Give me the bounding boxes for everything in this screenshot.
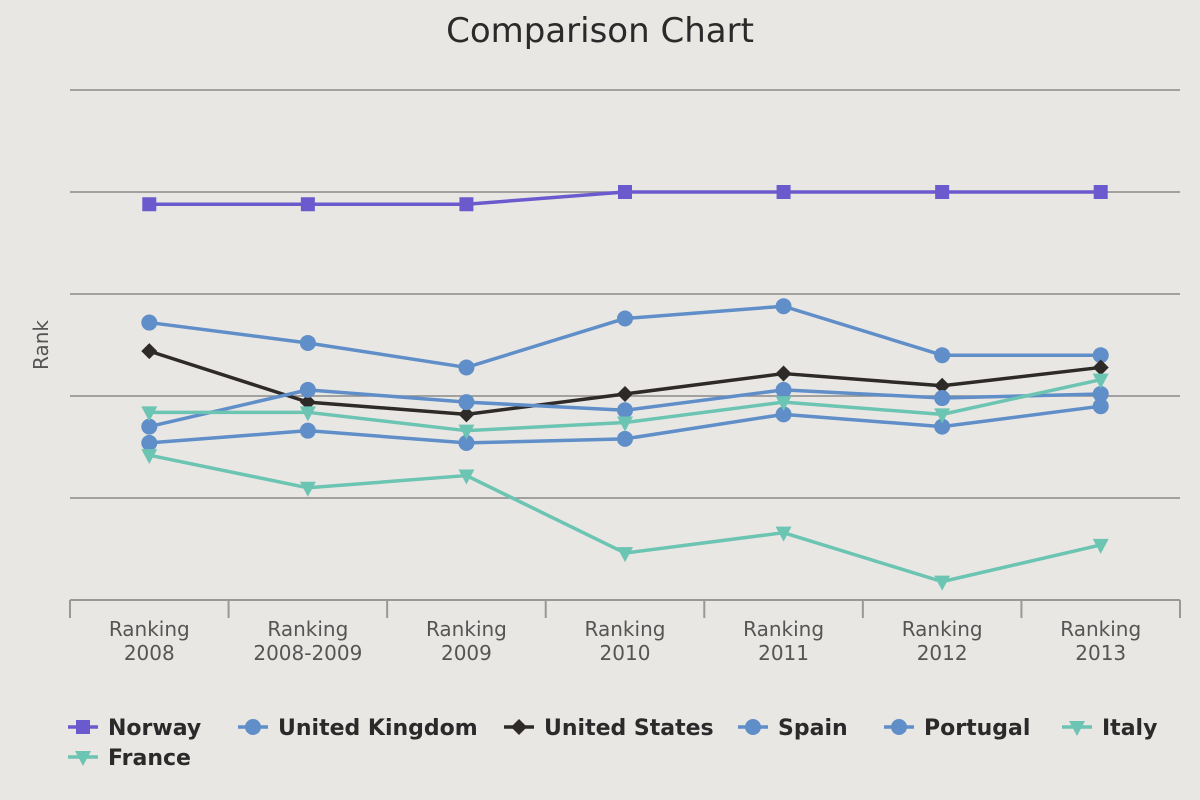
series-france <box>141 449 1109 591</box>
legend-label: Spain <box>778 716 848 741</box>
portugal-point <box>299 422 316 439</box>
legend-marker <box>1069 721 1085 736</box>
united-kingdom-point <box>617 310 633 327</box>
x-tick-label: Ranking 2010 <box>585 617 666 665</box>
spain-point <box>617 402 633 419</box>
legend-label: United States <box>544 716 714 741</box>
series-spain <box>141 381 1109 435</box>
legend-item-portugal: Portugal <box>884 716 1030 741</box>
portugal-point <box>775 406 792 423</box>
x-tick-label: Ranking 2013 <box>1060 617 1141 665</box>
legend-label: France <box>108 746 191 771</box>
legend-marker <box>75 751 91 766</box>
series-united-states <box>141 343 1109 423</box>
legend-marker <box>245 719 261 735</box>
norway-point <box>776 185 791 199</box>
legend-marker <box>745 719 761 735</box>
legend-marker <box>511 719 527 735</box>
france-line <box>148 453 1102 584</box>
france-point <box>617 547 633 563</box>
united-states-point <box>1092 359 1109 376</box>
united-kingdom-point <box>934 347 951 364</box>
spain-point <box>775 381 792 398</box>
spain-point <box>1092 385 1109 402</box>
x-tick-label: Ranking 2008-2009 <box>253 617 362 665</box>
spain-point <box>934 390 951 407</box>
united-kingdom-point <box>1092 347 1109 364</box>
norway-point <box>142 197 157 212</box>
series-layer <box>141 185 1109 591</box>
france-point <box>141 449 158 465</box>
italy-point <box>458 424 475 440</box>
united-kingdom-point <box>458 359 475 376</box>
x-axis: Ranking 2008 Ranking 2008-2009 Ranking 2009 Ra… <box>69 599 1181 665</box>
legend-label: Norway <box>108 716 201 741</box>
italy-point <box>617 416 633 432</box>
series-norway <box>142 185 1108 212</box>
legend: Norway United Kingdom United States Spain Po… <box>68 716 1157 771</box>
series-portugal <box>141 398 1109 451</box>
norway-point <box>1093 185 1108 199</box>
legend-item-united-states: United States <box>504 716 714 741</box>
united-states-point <box>775 365 792 382</box>
france-point <box>299 481 316 497</box>
united-states-point <box>617 385 633 402</box>
italy-point <box>299 406 316 422</box>
italy-point <box>141 406 158 422</box>
legend-label: Italy <box>1102 716 1157 741</box>
chart-title: Comparison Chart <box>446 11 754 51</box>
legend-marker <box>76 720 90 734</box>
legend-item-norway: Norway <box>68 716 201 741</box>
united-kingdom-point <box>141 314 158 331</box>
united-states-point <box>458 406 475 423</box>
norway-point <box>300 197 315 212</box>
united-states-point <box>141 343 158 360</box>
united-kingdom-point <box>775 298 792 315</box>
x-tick-label: Ranking 2011 <box>743 617 824 665</box>
portugal-point <box>934 418 951 435</box>
united-states-point <box>299 394 316 411</box>
france-point <box>458 469 475 485</box>
legend-item-france: France <box>68 746 191 771</box>
france-point <box>775 526 792 542</box>
united-states-point <box>934 377 951 394</box>
spain-point <box>458 394 475 411</box>
norway-point <box>459 197 474 212</box>
spain-point <box>141 418 158 435</box>
legend-label: United Kingdom <box>278 716 478 741</box>
italy-point <box>934 408 951 424</box>
series-italy <box>141 373 1109 440</box>
norway-point <box>935 185 950 199</box>
spain-point <box>299 381 316 398</box>
legend-item-united-kingdom: United Kingdom <box>238 716 478 741</box>
y-axis-label: Rank <box>29 320 53 370</box>
italy-point <box>1092 373 1109 389</box>
france-point <box>1092 538 1109 554</box>
france-point <box>934 575 951 591</box>
x-tick-label: Ranking 2008 <box>109 617 190 665</box>
united-kingdom-point <box>299 334 316 351</box>
portugal-point <box>617 430 633 447</box>
x-tick-label: Ranking 2009 <box>426 617 507 665</box>
legend-item-italy: Italy <box>1062 716 1157 741</box>
portugal-point <box>1092 398 1109 415</box>
legend-marker <box>891 719 907 735</box>
italy-point <box>775 396 792 412</box>
series-united-kingdom <box>141 298 1109 376</box>
legend-item-spain: Spain <box>738 716 848 741</box>
norway-point <box>618 185 632 199</box>
portugal-point <box>458 434 475 451</box>
legend-label: Portugal <box>924 716 1030 741</box>
portugal-point <box>141 434 158 451</box>
x-tick-label: Ranking 2012 <box>902 617 983 665</box>
